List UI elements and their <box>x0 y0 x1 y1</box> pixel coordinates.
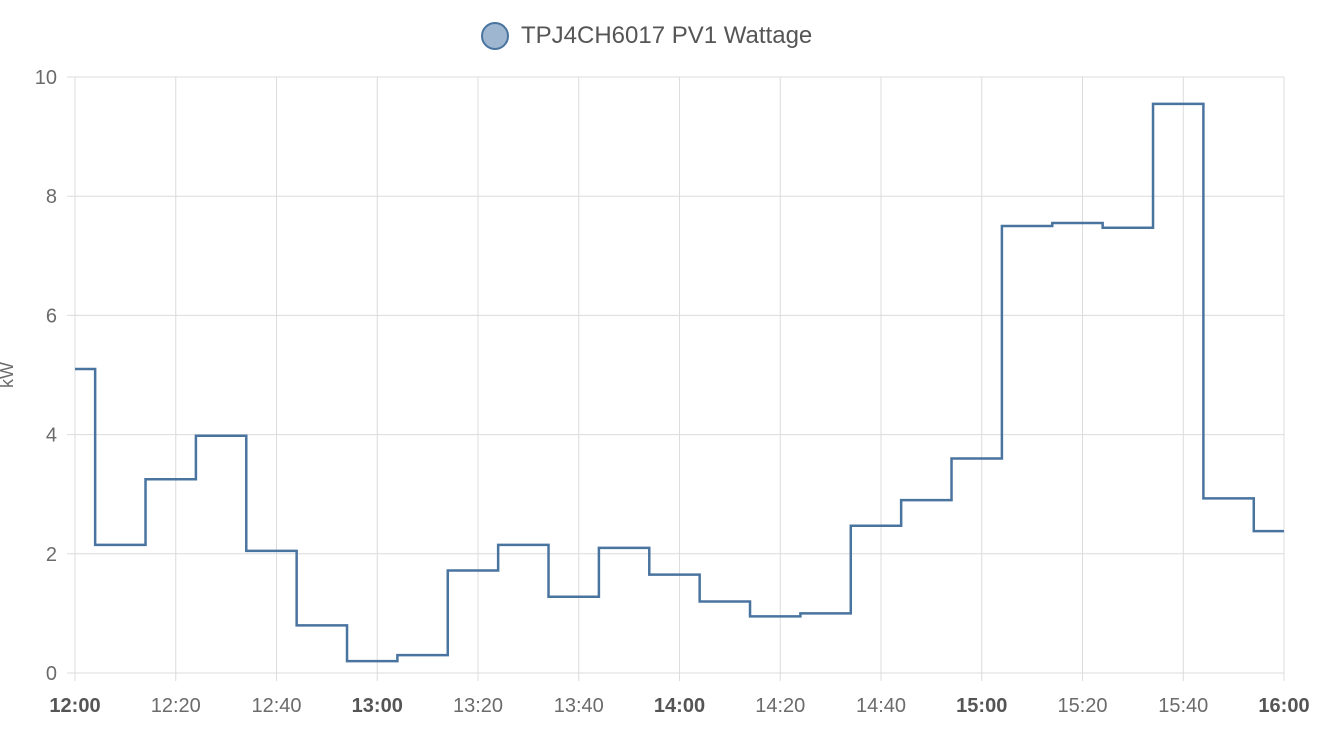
y-axis-title: kW <box>0 362 17 388</box>
x-tick-label: 13:00 <box>352 695 403 717</box>
x-tick-label: 14:40 <box>856 695 906 717</box>
y-tick-label: 0 <box>46 663 57 685</box>
axes: 0 2 4 6 8 10 12:00 12:20 12:40 13:00 13:20 13:40 14:… <box>35 67 1310 717</box>
y-tick-label: 10 <box>35 67 57 89</box>
x-tick-label: 16:00 <box>1258 695 1309 717</box>
legend-swatch[interactable] <box>481 22 509 50</box>
x-tick-label: 12:40 <box>251 695 301 717</box>
x-tick-label: 14:20 <box>755 695 805 717</box>
grid <box>67 76 1285 681</box>
y-tick-label: 2 <box>46 544 57 566</box>
x-tick-label: 15:20 <box>1057 695 1107 717</box>
x-tick-label: 15:00 <box>956 695 1007 717</box>
y-tick-label: 6 <box>46 305 57 327</box>
legend[interactable]: TPJ4CH6017 PV1 Wattage <box>481 22 812 50</box>
x-tick-label: 12:20 <box>151 695 201 717</box>
x-tick-label: 12:00 <box>49 695 100 717</box>
y-tick-label: 8 <box>46 186 57 208</box>
series-line[interactable] <box>75 102 1284 663</box>
y-tick-label: 4 <box>46 425 57 447</box>
series-layer <box>75 102 1284 663</box>
legend-label[interactable]: TPJ4CH6017 PV1 Wattage <box>521 22 812 49</box>
x-tick-label: 15:40 <box>1158 695 1208 717</box>
x-tick-label: 13:40 <box>554 695 604 717</box>
x-tick-label: 14:00 <box>654 695 705 717</box>
x-tick-label: 13:20 <box>453 695 503 717</box>
